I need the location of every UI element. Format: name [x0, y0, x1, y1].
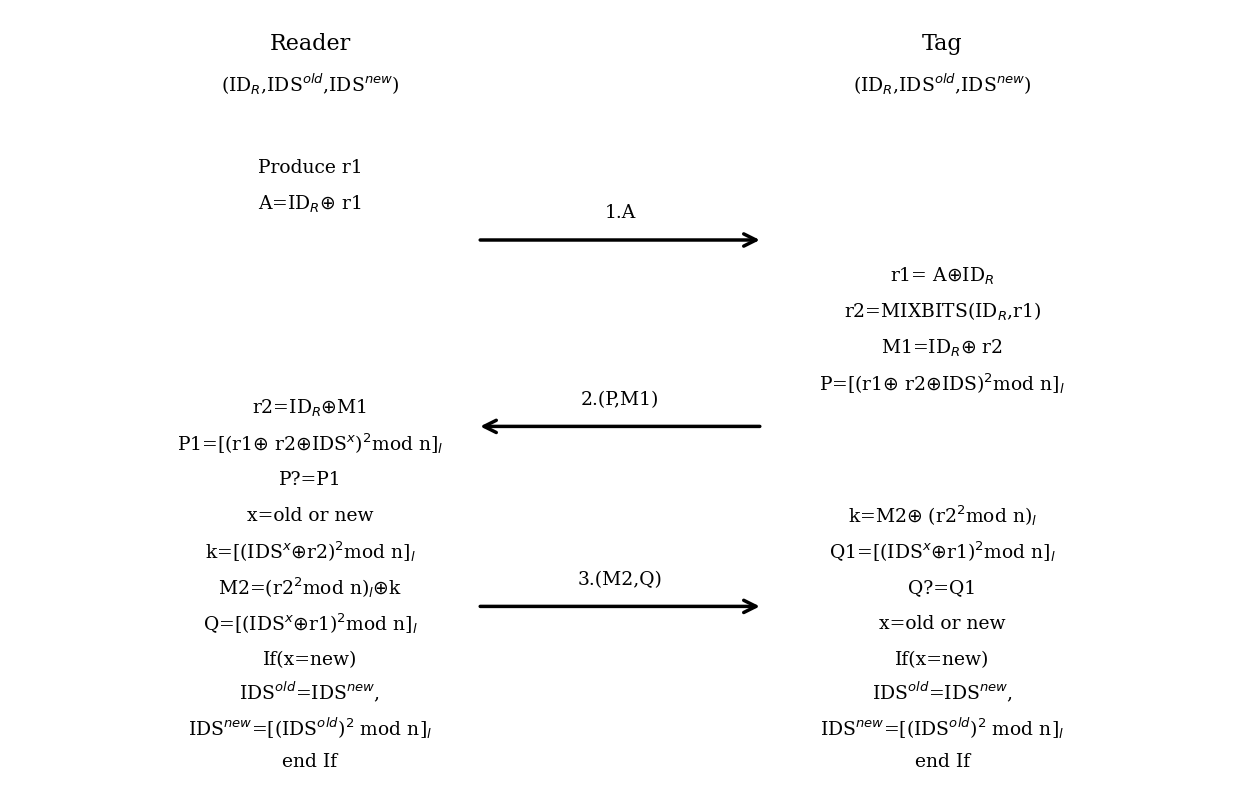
Text: k=[(IDS$^x$$\oplus$r2)$^2$mod n]$_l$: k=[(IDS$^x$$\oplus$r2)$^2$mod n]$_l$: [205, 540, 415, 565]
Text: M2=(r2$^2$mod n)$_l$$\oplus$k: M2=(r2$^2$mod n)$_l$$\oplus$k: [218, 576, 402, 600]
Text: Tag: Tag: [923, 33, 962, 55]
Text: IDS$^{old}$=IDS$^{new}$,: IDS$^{old}$=IDS$^{new}$,: [872, 680, 1013, 704]
Text: 1.A: 1.A: [604, 204, 636, 222]
Text: IDS$^{old}$=IDS$^{new}$,: IDS$^{old}$=IDS$^{new}$,: [239, 680, 381, 704]
Text: Reader: Reader: [269, 33, 351, 55]
Text: (ID$_R$,IDS$^{old}$,IDS$^{new}$): (ID$_R$,IDS$^{old}$,IDS$^{new}$): [221, 71, 399, 97]
Text: k=M2$\oplus$ (r2$^2$mod n)$_l$: k=M2$\oplus$ (r2$^2$mod n)$_l$: [848, 504, 1037, 528]
Text: x=old or new: x=old or new: [879, 615, 1006, 633]
Text: Produce r1: Produce r1: [258, 159, 362, 177]
Text: r1= A$\oplus$ID$_R$: r1= A$\oplus$ID$_R$: [890, 266, 994, 286]
Text: x=old or new: x=old or new: [247, 507, 373, 525]
Text: r2=MIXBITS(ID$_R$,r1): r2=MIXBITS(ID$_R$,r1): [843, 301, 1042, 323]
Text: IDS$^{new}$=[(IDS$^{old}$)$^2$ mod n]$_l$: IDS$^{new}$=[(IDS$^{old}$)$^2$ mod n]$_l…: [821, 715, 1064, 741]
Text: Q=[(IDS$^x$$\oplus$r1)$^2$mod n]$_l$: Q=[(IDS$^x$$\oplus$r1)$^2$mod n]$_l$: [202, 611, 418, 637]
Text: 2.(P,M1): 2.(P,M1): [580, 390, 660, 409]
Text: P=[(r1$\oplus$ r2$\oplus$IDS)$^2$mod n]$_l$: P=[(r1$\oplus$ r2$\oplus$IDS)$^2$mod n]$…: [820, 371, 1065, 396]
Text: 3.(M2,Q): 3.(M2,Q): [578, 571, 662, 589]
Text: end If: end If: [283, 753, 337, 770]
Text: IDS$^{new}$=[(IDS$^{old}$)$^2$ mod n]$_l$: IDS$^{new}$=[(IDS$^{old}$)$^2$ mod n]$_l…: [188, 715, 432, 741]
Text: If(x=new): If(x=new): [895, 651, 990, 669]
Text: Q1=[(IDS$^x$$\oplus$r1)$^2$mod n]$_l$: Q1=[(IDS$^x$$\oplus$r1)$^2$mod n]$_l$: [830, 540, 1055, 565]
Text: P1=[(r1$\oplus$ r2$\oplus$IDS$^x$)$^2$mod n]$_l$: P1=[(r1$\oplus$ r2$\oplus$IDS$^x$)$^2$mo…: [177, 432, 443, 456]
Text: M1=ID$_R$$\oplus$ r2: M1=ID$_R$$\oplus$ r2: [882, 338, 1003, 358]
Text: P?=P1: P?=P1: [279, 471, 341, 489]
Text: A=ID$_R$$\oplus$ r1: A=ID$_R$$\oplus$ r1: [258, 194, 362, 214]
Text: Q?=Q1: Q?=Q1: [909, 579, 976, 597]
Text: (ID$_R$,IDS$^{old}$,IDS$^{new}$): (ID$_R$,IDS$^{old}$,IDS$^{new}$): [853, 71, 1032, 97]
Text: r2=ID$_R$$\oplus$M1: r2=ID$_R$$\oplus$M1: [253, 398, 367, 418]
Text: If(x=new): If(x=new): [263, 651, 357, 669]
Text: end If: end If: [915, 753, 970, 770]
